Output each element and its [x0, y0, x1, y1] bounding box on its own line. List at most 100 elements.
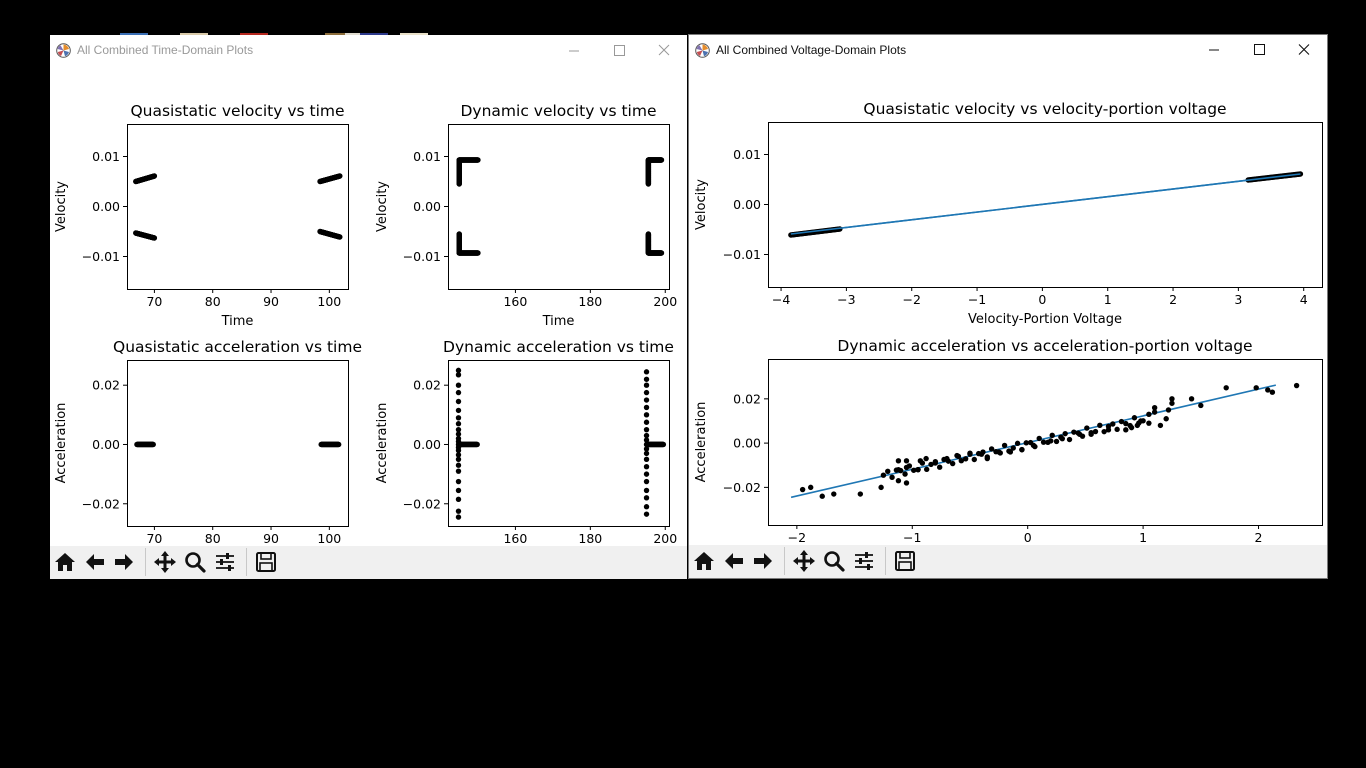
zoom-icon[interactable]: [181, 548, 209, 576]
scatter-point: [455, 382, 462, 388]
scatter-point: [955, 453, 962, 460]
x-tick-label: 70: [146, 531, 162, 546]
navigation-toolbar: [50, 546, 687, 579]
scatter-point: [643, 487, 650, 494]
pan-icon[interactable]: [151, 548, 179, 576]
scatter-point: [455, 508, 462, 514]
axes-frame: [768, 122, 1323, 288]
desktop-background: [0, 0, 1366, 34]
scatter-point: [643, 437, 650, 443]
voltage-domain-window[interactable]: All Combined Voltage-Domain Plots −4 −3 −2…: [688, 34, 1328, 579]
window-title: All Combined Voltage-Domain Plots: [716, 43, 907, 57]
toolbar-separator: [784, 547, 785, 575]
y-tick-label: 0.00: [92, 199, 120, 214]
scatter-point: [1253, 385, 1259, 391]
x-tick-label: 2: [1255, 530, 1263, 545]
scatter-point: [1169, 400, 1175, 406]
back-arrow-icon[interactable]: [81, 548, 109, 576]
x-tick-label: 0: [1024, 530, 1032, 545]
scatter-point: [455, 372, 462, 378]
scatter-point: [1118, 418, 1125, 425]
scatter-point: [475, 250, 481, 256]
save-icon[interactable]: [252, 548, 280, 576]
x-tick-label: 100: [317, 531, 341, 546]
subplots-icon[interactable]: [211, 548, 239, 576]
scatter-point: [643, 495, 650, 501]
zoom-icon[interactable]: [820, 547, 848, 575]
y-tick-label: 0.00: [733, 436, 761, 451]
scatter-point: [1048, 438, 1054, 444]
scatter-point: [474, 441, 480, 448]
scatter-point: [1053, 438, 1060, 445]
scatter-point: [455, 407, 462, 414]
y-axis-label: Velocity: [694, 179, 709, 230]
time-domain-window[interactable]: All Combined Time-Domain Plots 70 80 90 100…: [50, 35, 687, 579]
minimize-icon[interactable]: [551, 35, 597, 65]
scatter-point: [895, 466, 902, 473]
scatter-point: [857, 491, 864, 497]
scatter-point: [455, 452, 462, 458]
scatter-point: [1066, 436, 1073, 443]
titlebar[interactable]: All Combined Voltage-Domain Plots: [689, 35, 1327, 65]
y-tick-label: −0.01: [82, 249, 120, 264]
scatter-point: [1071, 429, 1077, 435]
scatter-point: [903, 464, 910, 471]
time-domain-figure[interactable]: 70 80 90 100 −0.01 0.00 0.01 Quasistatic veloci…: [50, 65, 687, 546]
scatter-point: [880, 472, 887, 478]
save-icon[interactable]: [891, 547, 919, 575]
forward-arrow-icon[interactable]: [110, 548, 138, 576]
scatter-point: [455, 468, 462, 474]
forward-arrow-icon[interactable]: [749, 547, 777, 575]
titlebar[interactable]: All Combined Time-Domain Plots: [50, 35, 687, 65]
maximize-icon[interactable]: [1236, 35, 1282, 65]
voltage-domain-figure[interactable]: −4 −3 −2 −1 0 1 2 3 4 −0.01 0.00 0.01 Quasistatic ve…: [688, 64, 1326, 546]
navigation-toolbar: [689, 545, 1327, 578]
y-tick-label: 0.01: [413, 149, 441, 164]
axes-frame: [448, 124, 670, 290]
axes-dynamic-acceleration-vs-voltage: −2 −1 0 1 2 −0.02 0.00 0.02 Dynamic acceleration…: [694, 337, 1323, 545]
window-title: All Combined Time-Domain Plots: [77, 43, 254, 57]
matplotlib-icon: [695, 43, 710, 58]
scatter-point: [1040, 439, 1047, 445]
x-tick-label: 90: [263, 531, 279, 546]
axes-dynamic-acceleration-vs-time: 160 180 200 −0.02 0.00 0.02 Dynamic accelerati…: [375, 338, 677, 546]
scatter-point: [996, 449, 1002, 455]
matplotlib-icon: [56, 43, 71, 58]
data-points: [133, 173, 343, 241]
home-icon[interactable]: [51, 548, 79, 576]
scatter-point: [932, 460, 939, 466]
pan-icon[interactable]: [790, 547, 818, 575]
scatter-point: [1014, 440, 1021, 447]
scatter-point: [150, 441, 156, 448]
scatter-point: [1151, 409, 1158, 415]
close-icon[interactable]: [1281, 35, 1327, 65]
scatter-point: [984, 455, 990, 462]
chart-title: Dynamic velocity vs time: [461, 102, 657, 120]
strip-tile: [400, 33, 428, 36]
axes-frame: [768, 359, 1323, 526]
maximize-icon[interactable]: [596, 35, 642, 65]
scatter-point: [1128, 424, 1135, 431]
scatter-point: [643, 404, 650, 411]
close-icon[interactable]: [641, 35, 687, 65]
scatter-point: [643, 464, 650, 470]
x-tick-label: 200: [653, 531, 677, 546]
x-tick-label: −4: [772, 292, 790, 307]
x-tick-label: −3: [837, 292, 855, 307]
x-axis-label: Velocity-Portion Voltage: [968, 312, 1122, 327]
y-axis-label: Velocity: [375, 181, 390, 232]
back-arrow-icon[interactable]: [720, 547, 748, 575]
scatter-point: [1062, 430, 1068, 437]
strip-tile: [120, 33, 148, 36]
scatter-point: [1165, 407, 1172, 413]
scatter-point: [658, 250, 665, 256]
scatter-point: [1092, 428, 1099, 435]
home-icon[interactable]: [690, 547, 718, 575]
scatter-point: [643, 397, 650, 403]
scatter-point: [1049, 432, 1055, 439]
data-points: [456, 157, 665, 256]
scatter-point: [455, 426, 462, 433]
minimize-icon[interactable]: [1191, 35, 1237, 65]
scatter-point: [1123, 420, 1129, 427]
subplots-icon[interactable]: [850, 547, 878, 575]
